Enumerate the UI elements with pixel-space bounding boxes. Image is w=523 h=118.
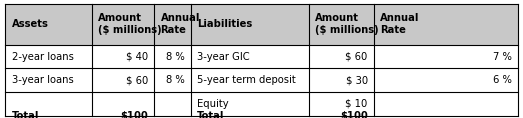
Text: 3-year GIC: 3-year GIC <box>197 52 250 62</box>
Text: Annual
Rate: Annual Rate <box>161 13 200 35</box>
Text: Total: Total <box>12 111 39 118</box>
Text: Equity: Equity <box>197 99 229 109</box>
Text: 8 %: 8 % <box>166 75 185 85</box>
Text: 7 %: 7 % <box>493 52 511 62</box>
Text: $ 10: $ 10 <box>345 99 368 109</box>
Text: 5-year term deposit: 5-year term deposit <box>197 75 296 85</box>
Text: 2-year loans: 2-year loans <box>12 52 73 62</box>
Text: $ 60: $ 60 <box>126 75 148 85</box>
Text: Liabilities: Liabilities <box>197 19 253 29</box>
Text: Total: Total <box>197 111 224 118</box>
Text: Amount
($ millions): Amount ($ millions) <box>315 13 379 35</box>
Text: $100: $100 <box>120 111 148 118</box>
Text: $ 30: $ 30 <box>346 75 368 85</box>
Text: Annual
Rate: Annual Rate <box>380 13 419 35</box>
Text: 3-year loans: 3-year loans <box>12 75 73 85</box>
Text: 8 %: 8 % <box>166 52 185 62</box>
Text: Assets: Assets <box>12 19 49 29</box>
Bar <box>5 4 518 45</box>
Text: $ 60: $ 60 <box>345 52 368 62</box>
Text: Amount
($ millions): Amount ($ millions) <box>98 13 162 35</box>
Text: $ 40: $ 40 <box>126 52 148 62</box>
Text: 6 %: 6 % <box>493 75 511 85</box>
Text: $100: $100 <box>340 111 368 118</box>
